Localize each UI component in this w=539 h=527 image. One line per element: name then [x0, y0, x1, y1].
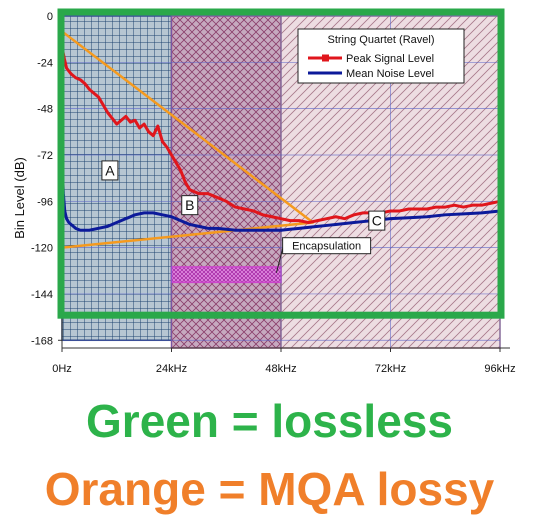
region-label-box [368, 210, 386, 231]
y-tick-label: -24 [37, 57, 53, 69]
legend-entry: Mean Noise Level [346, 68, 434, 80]
peak-signal-line [60, 46, 501, 225]
x-tick-label: 96kHz [484, 363, 515, 375]
region-label-box [101, 160, 119, 181]
legend-marker [322, 54, 329, 62]
mqa-lossy-caption: Orange = MQA lossy [44, 463, 495, 515]
region-label-a: A [105, 162, 115, 178]
y-tick-label: 0 [47, 11, 53, 23]
y-tick-label: -144 [31, 289, 53, 301]
region-label-c: C [372, 213, 382, 229]
region-label-box [181, 195, 199, 216]
y-tick-label: -168 [31, 335, 53, 347]
y-tick-label: -48 [37, 104, 53, 116]
legend-title: String Quartet (Ravel) [328, 34, 435, 46]
region-b [170, 15, 282, 349]
lossless-frame [57, 8, 505, 319]
y-tick-label: -72 [37, 150, 53, 162]
region-encapsulation [170, 266, 282, 284]
x-tick-label: 72kHz [375, 363, 406, 375]
region-label-b: B [185, 197, 194, 213]
encapsulation-pointer [275, 248, 284, 273]
legend-entry: Peak Signal Level [346, 53, 434, 65]
lossless-caption: Green = lossless [86, 395, 453, 447]
x-tick-label: 48kHz [265, 363, 296, 375]
chart: 0 -24 -48 -72 -96 -120 -144 -168 0Hz 24kHz 48kHz 72… [12, 8, 516, 375]
x-tick-label: 0Hz [52, 363, 72, 375]
y-tick-label: -96 [37, 196, 53, 208]
x-tick-label: 24kHz [156, 363, 187, 375]
encapsulation-label-box [282, 237, 372, 255]
y-tick-label: -120 [31, 243, 53, 255]
y-axis-label: Bin Level (dB) [12, 157, 27, 239]
encapsulation-label: Encapsulation [292, 241, 361, 253]
